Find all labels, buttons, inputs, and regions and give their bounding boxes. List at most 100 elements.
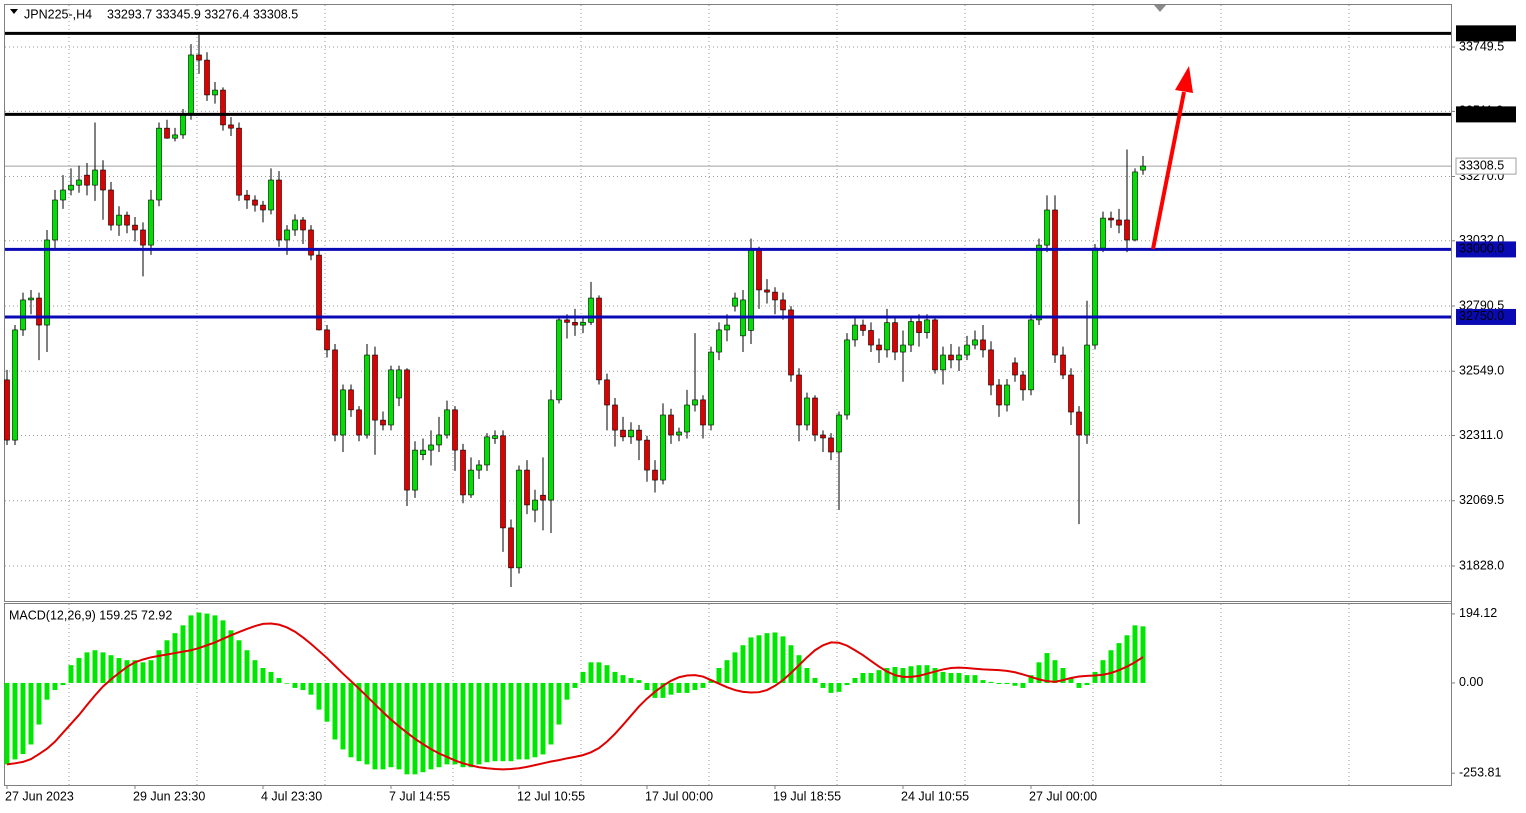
macd-bar — [276, 677, 282, 683]
macd-bar — [404, 682, 410, 775]
candle-body — [396, 369, 402, 399]
candle-body — [820, 434, 826, 439]
macd-bar — [660, 682, 666, 698]
candle-body — [148, 199, 154, 246]
annotation-arrow-head — [1175, 66, 1193, 93]
macd-bar — [116, 658, 122, 683]
signal-line — [6, 622, 1144, 771]
macd-bar — [804, 668, 810, 683]
candle-body — [236, 127, 242, 196]
candle-body — [268, 179, 274, 211]
candle-body — [524, 469, 530, 506]
candle-body — [1044, 209, 1050, 246]
candle-body — [244, 194, 250, 201]
macd-bar — [132, 660, 138, 683]
macd-bar — [756, 635, 762, 683]
macd-bar — [708, 680, 714, 683]
candle-body — [852, 324, 858, 341]
candle-body — [788, 309, 794, 376]
candle-body — [996, 384, 1002, 406]
macd-bar — [980, 680, 986, 683]
macd-bar — [156, 650, 162, 683]
candle-body — [460, 449, 466, 496]
level-label: 33500.0 — [1459, 107, 1504, 121]
candle-body — [908, 321, 914, 346]
candle-body — [652, 469, 658, 481]
candle-body — [260, 204, 266, 211]
macd-bar — [1020, 682, 1026, 688]
candle-body — [132, 224, 138, 231]
macd-bar — [412, 682, 418, 775]
level-label: 32750.0 — [1459, 309, 1504, 323]
macd-bar — [268, 671, 274, 683]
x-tick-label: 4 Jul 23:30 — [261, 789, 322, 803]
candle-body — [44, 239, 50, 326]
candle-body — [764, 289, 770, 293]
candle-body — [324, 329, 330, 351]
macd-bar — [204, 613, 210, 683]
macd-bar — [692, 682, 698, 691]
y-tick-label: 32790.5 — [1459, 298, 1504, 312]
candle-body — [1116, 219, 1122, 226]
macd-bar — [860, 672, 866, 683]
candle-body — [364, 354, 370, 436]
candle-body — [804, 397, 810, 426]
macd-bar — [28, 682, 34, 745]
macd-bar — [140, 662, 146, 683]
macd-bar — [332, 682, 338, 740]
macd-bar — [836, 682, 842, 692]
macd-bar — [92, 650, 98, 683]
macd-bar — [828, 682, 834, 693]
candle-body — [108, 189, 114, 226]
macd-bar — [732, 652, 738, 683]
candle-body — [964, 344, 970, 356]
macd-bar — [636, 680, 642, 683]
macd-bar — [348, 682, 354, 758]
macd-bar — [516, 682, 522, 760]
macd-bar — [588, 662, 594, 683]
macd-bar — [1100, 660, 1106, 683]
candle-body — [1068, 374, 1074, 413]
macd-bar — [1052, 660, 1058, 683]
macd-bar — [948, 672, 954, 683]
macd-bar — [932, 668, 938, 683]
candle-body — [596, 297, 602, 381]
candle-body — [188, 54, 194, 116]
y-tick-label: 31828.0 — [1459, 558, 1504, 572]
macd-bar — [868, 672, 874, 683]
x-tick-label: 24 Jul 10:55 — [901, 789, 969, 803]
candle-body — [716, 329, 722, 353]
candle-body — [276, 179, 282, 241]
macd-bar — [668, 682, 674, 695]
candle-body — [1124, 219, 1130, 241]
macd-bar — [700, 682, 706, 688]
macd-bar — [52, 682, 58, 691]
macd-bar — [228, 630, 234, 683]
macd-bar — [468, 682, 474, 768]
candle-body — [676, 431, 682, 436]
candle-body — [1036, 244, 1042, 321]
macd-bar — [1036, 662, 1042, 683]
candle-body — [1060, 354, 1066, 376]
macd-bar — [556, 682, 562, 725]
candle-body — [1100, 217, 1106, 249]
macd-bar — [900, 668, 906, 683]
macd-bar — [356, 682, 362, 762]
macd-bar — [84, 652, 90, 683]
macd-bar — [20, 682, 26, 755]
candle-body — [28, 297, 34, 301]
candle-body — [372, 354, 378, 421]
menu-arrow — [10, 9, 18, 14]
macd-bar — [1060, 668, 1066, 683]
candle-body — [12, 329, 18, 441]
macd-bar — [884, 668, 890, 683]
macd-bar — [452, 682, 458, 765]
candle-body — [972, 339, 978, 346]
candle-body — [316, 254, 322, 331]
candle-body — [492, 435, 498, 439]
macd-bar — [564, 682, 570, 700]
macd-bar — [996, 682, 1002, 685]
macd-bar — [764, 633, 770, 683]
macd-bar — [236, 640, 242, 683]
